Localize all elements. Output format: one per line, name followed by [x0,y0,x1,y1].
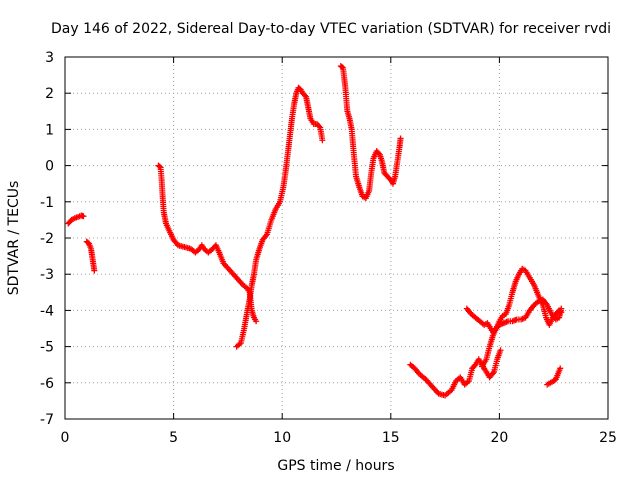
data-point [156,163,163,170]
x-tick-label: 25 [599,430,617,446]
x-axis-label: GPS time / hours [277,458,394,474]
data-point [302,92,309,99]
data-point [558,309,565,316]
y-tick-label: -6 [40,376,54,392]
data-point [253,318,260,325]
data-point [557,308,564,315]
data-point [497,347,504,354]
x-tick-label: 5 [169,430,178,446]
y-tick-label: -1 [40,195,54,211]
x-tick-label: 0 [61,430,70,446]
plot-frame [64,56,609,420]
y-tick-label: -7 [40,412,54,428]
y-axis-label: SDTVAR / TECUs [6,181,22,296]
y-tick-label: -3 [40,267,54,283]
data-point [80,213,87,220]
data-points [65,63,565,399]
x-tick-label: 20 [490,430,508,446]
chart-title: Day 146 of 2022, Sidereal Day-to-day VTE… [51,21,611,37]
data-point [471,362,478,369]
data-point [397,135,404,142]
y-tick-label: 3 [45,50,54,66]
data-point [316,123,323,130]
grid-lines [65,57,608,419]
data-point [375,150,382,157]
y-tick-label: 1 [45,122,54,138]
y-tick-label: 0 [45,159,54,175]
data-point [91,267,98,274]
x-tick-label: 15 [382,430,400,446]
y-tick-label: -2 [40,231,54,247]
data-point [319,137,326,144]
data-point [338,63,345,70]
x-tick-label: 10 [273,430,291,446]
data-point [557,365,564,372]
y-tick-label: 2 [45,86,54,102]
y-tick-label: -4 [40,303,54,319]
y-tick-label: -5 [40,340,54,356]
